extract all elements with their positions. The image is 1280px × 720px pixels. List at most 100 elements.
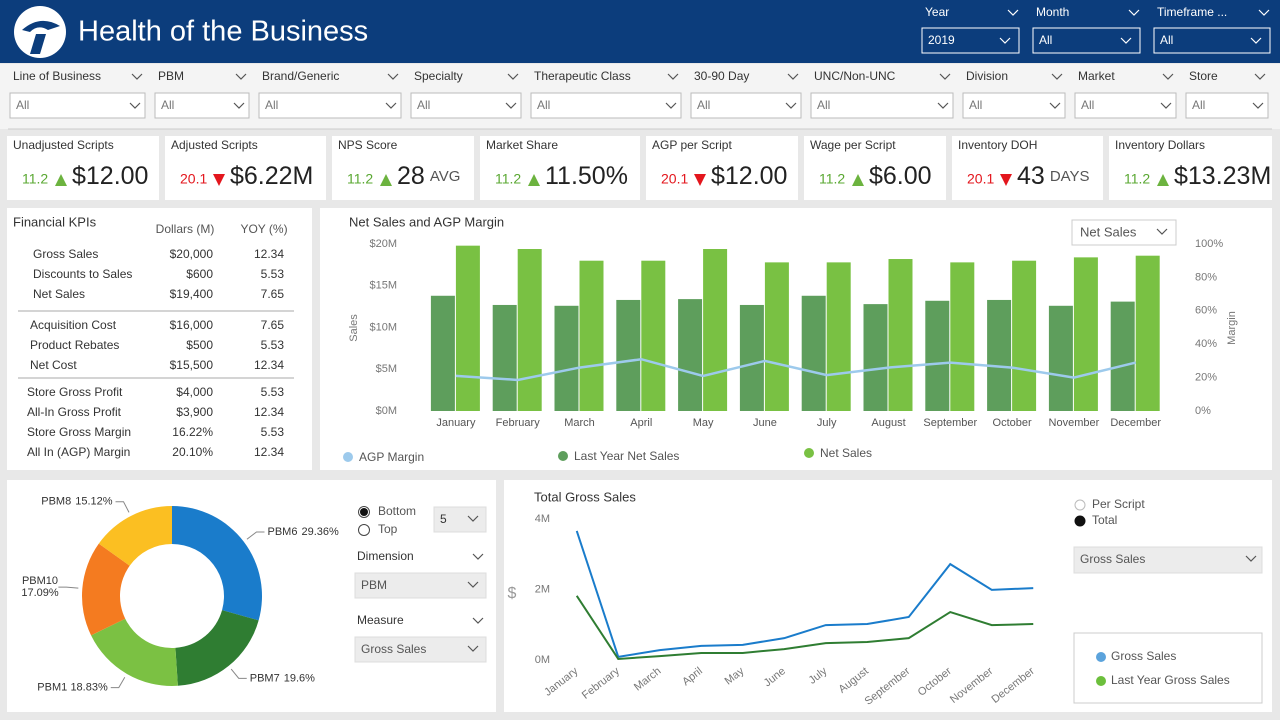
content: Year 2019 Month All Timeframe ... All Line of …	[7, 5, 1272, 712]
dropdown[interactable]	[154, 92, 250, 119]
row-dollars: $19,400	[170, 287, 214, 301]
dropdown[interactable]	[9, 92, 146, 119]
legend-label: Net Sales	[820, 446, 872, 460]
panel	[332, 136, 474, 200]
slice-value: 18.83%	[70, 682, 108, 694]
radio[interactable]	[1074, 515, 1086, 527]
dropdown[interactable]	[433, 506, 487, 533]
panel	[480, 136, 640, 200]
chevron	[131, 73, 143, 80]
radio[interactable]	[1074, 499, 1086, 511]
slicer-value: All	[1160, 33, 1173, 47]
y-tick-label: 0M	[535, 654, 550, 666]
legend-marker	[1096, 676, 1106, 686]
dropdown-value: PBM	[361, 578, 387, 592]
chevron	[385, 102, 397, 109]
bar	[925, 300, 950, 411]
filter-value: All	[161, 98, 174, 112]
y2-tick-label: 0%	[1195, 405, 1211, 417]
kpi-label: NPS Score	[338, 138, 398, 152]
filter-value: All	[417, 98, 430, 112]
bar	[616, 299, 641, 411]
x-tick-label: April	[630, 417, 652, 429]
kpi-value: 28 AVG	[397, 162, 460, 190]
x-tick-label: November	[1049, 417, 1100, 429]
legend-marker	[343, 452, 353, 462]
kpi-arrow	[55, 174, 67, 186]
x-tick-label: March	[564, 417, 595, 429]
chart-title: Net Sales and AGP Margin	[349, 214, 504, 229]
slice-value: 17.09%	[21, 587, 59, 599]
filter-value: All	[817, 98, 830, 112]
row-label: Store Gross Margin	[27, 425, 131, 439]
chevron	[1156, 228, 1168, 235]
y-tick-label: $0M	[376, 405, 397, 417]
dropdown[interactable]	[810, 92, 954, 119]
filter-value: All	[1192, 98, 1205, 112]
kpi-value: $13.23M	[1174, 162, 1271, 190]
axis-title: Sales	[348, 314, 360, 342]
kpi-unit: DAYS	[1050, 168, 1090, 185]
dropdown[interactable]	[1185, 92, 1269, 119]
kpi-value: $6.22M	[230, 162, 313, 190]
control-label: Dimension	[357, 549, 414, 563]
dropdown[interactable]	[410, 92, 522, 119]
kpi-change: 11.2	[22, 171, 48, 187]
kpi-value-text: 11.50%	[545, 162, 628, 190]
legend-label: AGP Margin	[359, 450, 424, 464]
dropdown[interactable]	[1153, 27, 1271, 54]
chevron	[1252, 102, 1264, 109]
legend-marker	[558, 451, 568, 461]
kpi-label: Unadjusted Scripts	[13, 138, 114, 152]
dropdown[interactable]	[530, 92, 682, 119]
chevron	[467, 581, 479, 588]
dropdown[interactable]	[354, 636, 487, 663]
slicer-label: Year	[925, 5, 949, 19]
bar	[801, 295, 826, 411]
line	[575, 595, 1034, 660]
chevron	[939, 73, 951, 80]
dropdown[interactable]	[1073, 546, 1263, 574]
row-label: Acquisition Cost	[30, 318, 117, 332]
kpi-arrow	[1157, 174, 1169, 186]
kpi-change: 11.2	[819, 171, 845, 187]
radio[interactable]	[358, 524, 370, 536]
slice-value: 19.6%	[284, 672, 315, 684]
dropdown[interactable]	[1071, 219, 1177, 246]
column-header: YOY (%)	[240, 222, 287, 236]
chevron	[1258, 9, 1270, 16]
chevron	[665, 102, 677, 109]
row-dollars: $16,000	[170, 318, 214, 332]
kpi-value: 11.50%	[545, 162, 628, 190]
row-yoy: 5.53	[261, 425, 285, 439]
dropdown[interactable]	[962, 92, 1066, 119]
bar	[950, 262, 975, 411]
chevron	[1245, 555, 1257, 562]
dropdown[interactable]	[1032, 27, 1141, 54]
dropdown[interactable]	[258, 92, 402, 119]
row-label: Net Cost	[30, 358, 77, 372]
dropdown[interactable]	[1074, 92, 1177, 119]
row-dollars: $3,900	[176, 405, 213, 419]
radio-dot	[360, 508, 368, 516]
chevron	[1254, 73, 1266, 80]
slice-label: PBM8 15.12%	[41, 496, 112, 508]
panel	[7, 136, 159, 200]
row-yoy: 5.53	[261, 338, 285, 352]
x-tick-label: September	[923, 417, 977, 429]
bar	[1110, 301, 1135, 411]
kpi-arrow	[1000, 174, 1012, 186]
filter-label: Division	[966, 69, 1008, 83]
dropdown[interactable]	[690, 92, 802, 119]
chevron	[1120, 37, 1132, 44]
filter-label: PBM	[158, 69, 184, 83]
slice-value: 15.12%	[75, 496, 113, 508]
row-yoy: 5.53	[261, 385, 285, 399]
slice-name: PBM1	[37, 682, 67, 694]
donut-slice	[98, 506, 172, 566]
kpi-change: 11.2	[347, 171, 373, 187]
legend-label: Last Year Gross Sales	[1111, 673, 1230, 687]
donut-slice	[172, 506, 262, 621]
dropdown[interactable]	[354, 572, 487, 599]
